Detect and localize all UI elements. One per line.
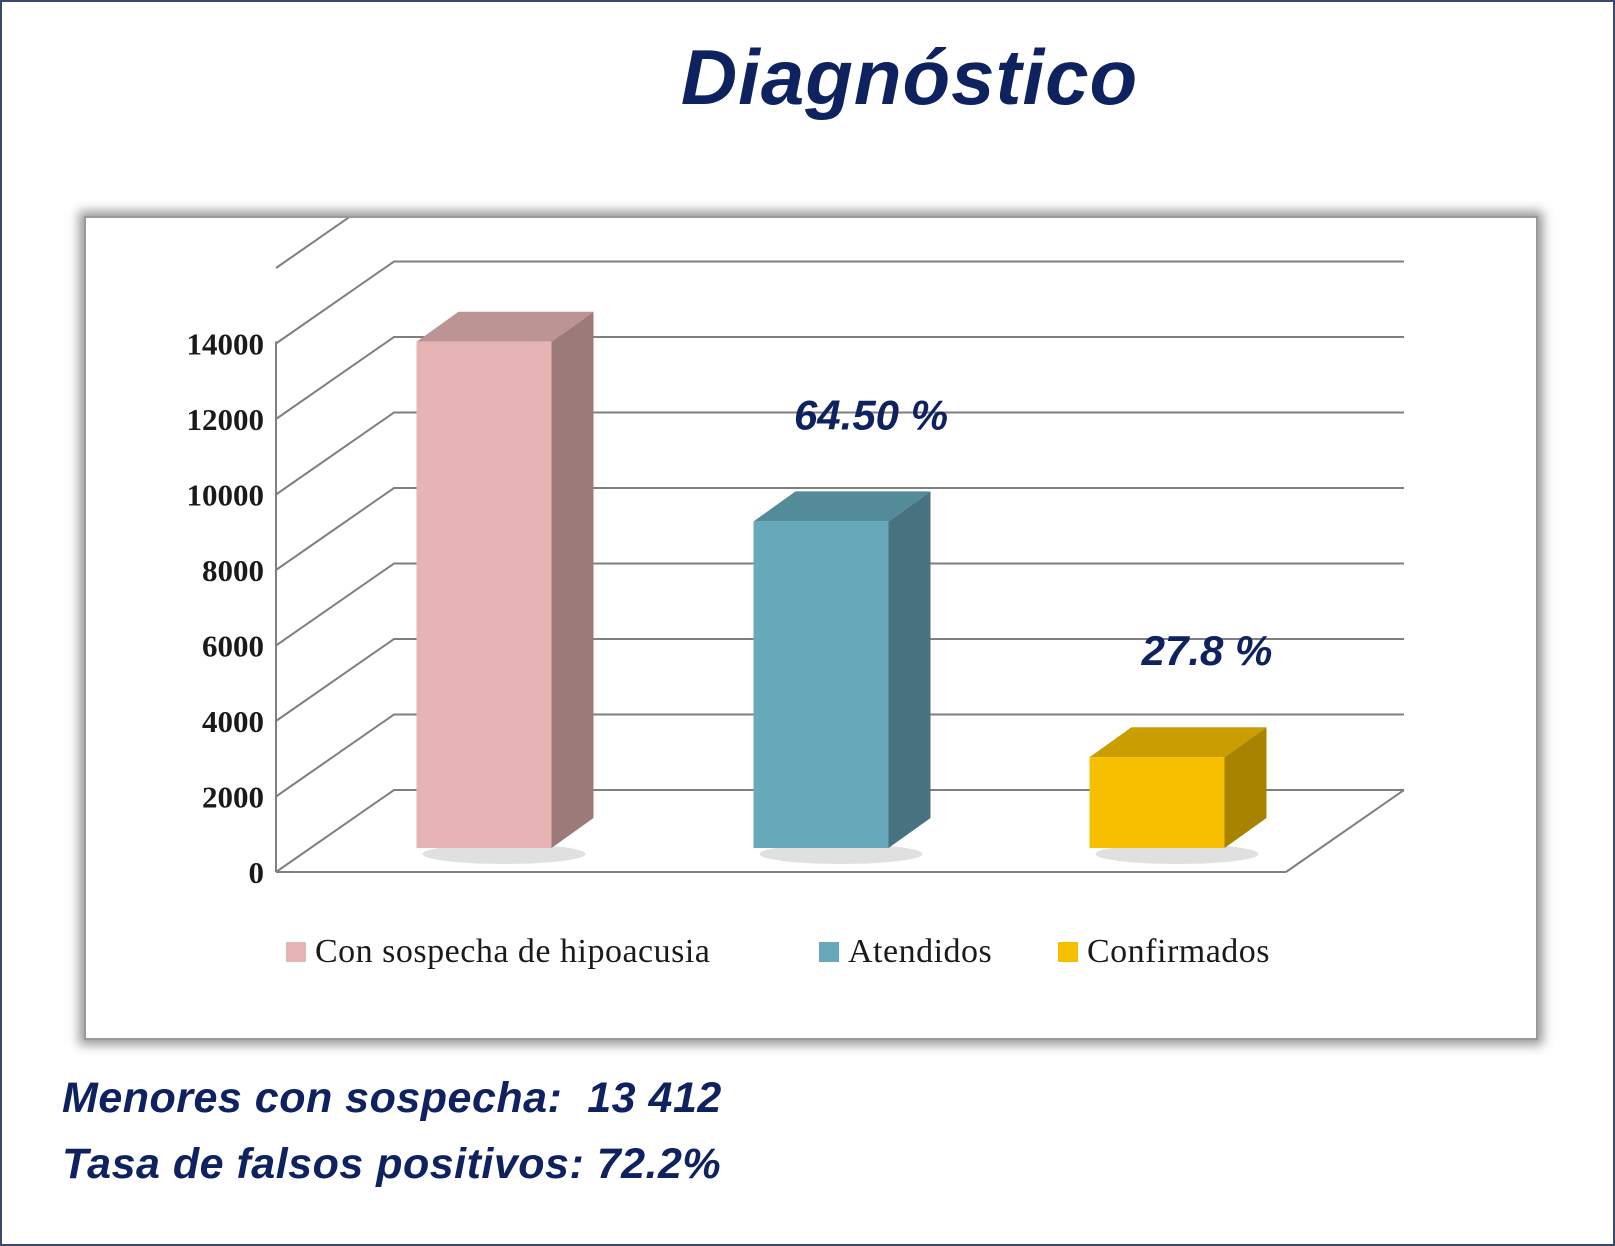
bar-top-1 <box>753 491 931 522</box>
bar-shadow <box>422 844 586 864</box>
y-tick-label: 10000 <box>187 478 265 513</box>
gridline-8000 <box>275 487 1404 571</box>
bar-shadow <box>759 844 923 864</box>
y-tick-label: 6000 <box>202 629 264 664</box>
data-label: 64.50 % <box>794 391 948 438</box>
chart-frame: 0 2000 4000 6000 8000 10000 12000 14000 64.50 % 2… <box>84 216 1538 1040</box>
gridline-14000 <box>275 260 1404 345</box>
gridline-2000 <box>275 713 1404 798</box>
bar-side-0 <box>551 311 594 848</box>
legend-label: Atendidos <box>848 933 992 970</box>
bar-chart: 0 2000 4000 6000 8000 10000 12000 14000 64.50 % 2… <box>187 218 1405 970</box>
gridline-10000 <box>275 411 1404 496</box>
gridline-4000 <box>275 638 1404 722</box>
y-tick-label: 4000 <box>202 704 264 739</box>
legend-label: Con sospecha de hipoacusia <box>315 933 710 970</box>
y-tick-label: 14000 <box>187 327 265 362</box>
gridline-6000 <box>275 562 1404 647</box>
y-tick-label: 12000 <box>187 402 265 437</box>
bar-shadow <box>1095 844 1259 864</box>
legend-swatch <box>1058 942 1078 962</box>
y-tick-label: 8000 <box>202 553 264 588</box>
gridline-12000 <box>275 336 1404 420</box>
legend-swatch <box>819 942 839 962</box>
floor-right-edge <box>1285 789 1405 873</box>
bar-2 <box>1089 757 1225 848</box>
bar-top-0 <box>416 311 594 342</box>
suspected-children-summary: Menores con sospecha: 13 412 <box>62 1074 722 1122</box>
bar-0 <box>416 341 552 848</box>
false-positive-rate-summary: Tasa de falsos positivos: 72.2% <box>62 1140 722 1188</box>
bar-side-2 <box>1224 727 1267 848</box>
gridline-0 <box>275 789 1404 873</box>
bar-side-1 <box>888 491 931 848</box>
bar-1 <box>753 521 889 848</box>
data-label: 27.8 % <box>1141 627 1273 674</box>
y-tick-label: 2000 <box>202 780 264 815</box>
gridline-16000 <box>275 218 350 269</box>
bar-top-2 <box>1089 727 1267 758</box>
legend-swatch <box>286 942 306 962</box>
legend-label: Confirmados <box>1087 933 1270 970</box>
y-tick-label: 0 <box>249 855 265 890</box>
page-title: Diagnóstico <box>680 33 1139 121</box>
